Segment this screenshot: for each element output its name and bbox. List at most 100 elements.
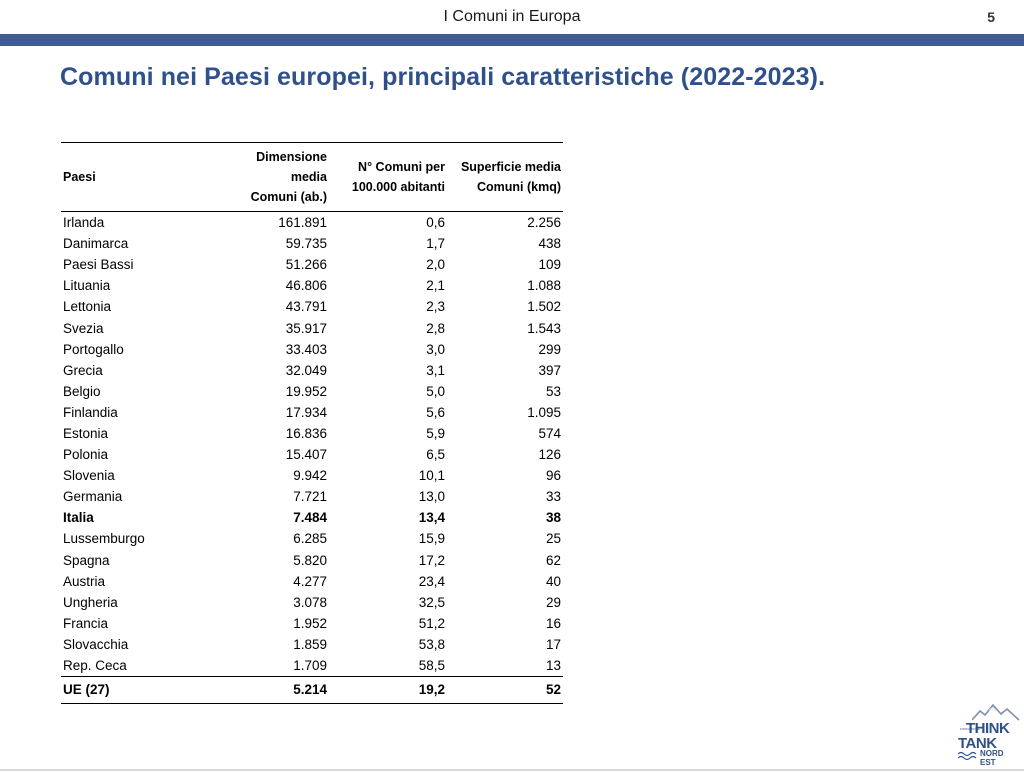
cell-paese: Lettonia [63, 299, 112, 315]
cell-superficie: 1.502 [527, 299, 561, 315]
cell-paese: Lussemburgo [63, 531, 145, 547]
cell-dimensione: 1.859 [293, 636, 327, 652]
table-row: Slovenia 9.942 10,1 96 [61, 465, 563, 486]
cell-superficie: 1.543 [527, 320, 561, 336]
cell-superficie: 33 [545, 489, 561, 505]
cell-paese: Slovacchia [63, 636, 129, 652]
cell-paese: Rep. Ceca [63, 658, 127, 674]
page-number: 5 [987, 9, 995, 25]
cell-dimensione: 7.721 [293, 489, 327, 505]
cell-paese: Svezia [63, 320, 104, 336]
cell-n-comuni: 23,4 [418, 573, 445, 589]
cell-dimensione: 1.952 [293, 615, 327, 631]
logo-fondazione: FONDAZIONE [960, 727, 980, 731]
cell-superficie: 17 [545, 636, 561, 652]
column-header-line: Dimensione [256, 150, 327, 164]
cell-dimensione: 9.942 [293, 468, 327, 484]
cell-n-comuni: 15,9 [418, 531, 445, 547]
slide-title: Comuni nei Paesi europei, principali car… [60, 63, 826, 91]
logo-think: THINK [966, 720, 1010, 737]
cell-paese: Germania [63, 489, 123, 505]
cell-n-comuni: 13,0 [418, 489, 445, 505]
column-header-line: Comuni (ab.) [250, 190, 327, 204]
table-row: Belgio 19.952 5,0 53 [61, 381, 563, 402]
cell-n-comuni: 1,7 [426, 236, 445, 252]
cell-dimensione: 5.820 [293, 552, 327, 568]
cell-paese: Belgio [63, 383, 101, 399]
cell-dimensione: 35.917 [285, 320, 327, 336]
cell-dimensione: 32.049 [285, 362, 327, 378]
table-row: Grecia 32.049 3,1 397 [61, 360, 563, 381]
slide-header: I Comuni in Europa 5 [0, 0, 1024, 34]
cell-superficie: 53 [545, 383, 561, 399]
cell-superficie: 38 [545, 510, 561, 526]
cell-n-comuni: 2,0 [426, 257, 445, 273]
cell-dimensione: 43.791 [285, 299, 327, 315]
cell-dimensione: 161.891 [278, 215, 327, 231]
data-table-container: Paesi Dimensione media Comuni (ab.) N° C… [61, 142, 563, 705]
cell-dimensione: 59.735 [285, 236, 327, 252]
column-header-line: media [290, 170, 327, 184]
table-row: Francia 1.952 51,2 16 [61, 613, 563, 634]
cell-dimensione: 7.484 [293, 510, 327, 526]
cell-n-comuni: 2,8 [426, 320, 445, 336]
cell-paese: Portogallo [63, 341, 124, 357]
table-row: Portogallo 33.403 3,0 299 [61, 339, 563, 360]
column-header-superficie: Superficie media Comuni (kmq) [447, 142, 563, 212]
cell-superficie: 13 [545, 658, 561, 674]
data-table: Paesi Dimensione media Comuni (ab.) N° C… [61, 142, 563, 705]
table-row: Ungheria 3.078 32,5 29 [61, 592, 563, 613]
cell-superficie: 40 [545, 573, 561, 589]
table-row: Rep. Ceca 1.709 58,5 13 [61, 655, 563, 677]
table-row: Paesi Bassi 51.266 2,0 109 [61, 254, 563, 275]
cell-superficie: 96 [545, 468, 561, 484]
cell-paese: Estonia [63, 425, 109, 441]
table-row: Lussemburgo 6.285 15,9 25 [61, 528, 563, 549]
cell-paese: Danimarca [63, 236, 129, 252]
cell-superficie: 109 [538, 257, 561, 273]
table-row: Austria 4.277 23,4 40 [61, 571, 563, 592]
header-bar [0, 34, 1024, 46]
table-row: Lituania 46.806 2,1 1.088 [61, 275, 563, 296]
cell-paese: Ungheria [63, 594, 118, 610]
waves-icon [958, 751, 977, 761]
column-header-line: 100.000 abitanti [351, 180, 445, 194]
cell-n-comuni: 51,2 [418, 615, 445, 631]
table-row: Polonia 15.407 6,5 126 [61, 444, 563, 465]
cell-superficie: 16 [545, 615, 561, 631]
cell-n-comuni: 6,5 [426, 447, 445, 463]
cell-superficie: 299 [538, 341, 561, 357]
cell-n-comuni: 5,9 [426, 425, 445, 441]
cell-superficie: 397 [538, 362, 561, 378]
cell-n-comuni: 32,5 [418, 594, 445, 610]
cell-superficie: 126 [538, 447, 561, 463]
cell-superficie: 574 [538, 425, 561, 441]
total-label: UE (27) [61, 676, 221, 705]
cell-superficie: 1.095 [527, 404, 561, 420]
cell-paese: Lituania [63, 278, 111, 294]
bottom-divider [0, 769, 1024, 771]
cell-n-comuni: 0,6 [426, 215, 445, 231]
cell-paese: Irlanda [63, 215, 105, 231]
column-header-line: N° Comuni per [358, 160, 445, 174]
cell-dimensione: 3.078 [293, 594, 327, 610]
mountain-icon [972, 703, 1020, 721]
column-header-n-comuni: N° Comuni per 100.000 abitanti [329, 142, 447, 212]
table-row: Italia 7.484 13,4 38 [61, 507, 563, 528]
cell-dimensione: 4.277 [293, 573, 327, 589]
column-header-line: Comuni (kmq) [476, 180, 561, 194]
cell-superficie: 2.256 [527, 215, 561, 231]
cell-superficie: 25 [545, 531, 561, 547]
cell-n-comuni: 17,2 [418, 552, 445, 568]
cell-paese: Slovenia [63, 468, 115, 484]
cell-dimensione: 6.285 [293, 531, 327, 547]
cell-paese: Grecia [63, 362, 103, 378]
cell-dimensione: 17.934 [285, 404, 327, 420]
column-header-paesi: Paesi [61, 142, 221, 212]
cell-n-comuni: 2,3 [426, 299, 445, 315]
cell-n-comuni: 3,0 [426, 341, 445, 357]
cell-n-comuni: 3,1 [426, 362, 445, 378]
table-row: Spagna 5.820 17,2 62 [61, 550, 563, 571]
cell-superficie: 438 [538, 236, 561, 252]
table-row: Estonia 16.836 5,9 574 [61, 423, 563, 444]
